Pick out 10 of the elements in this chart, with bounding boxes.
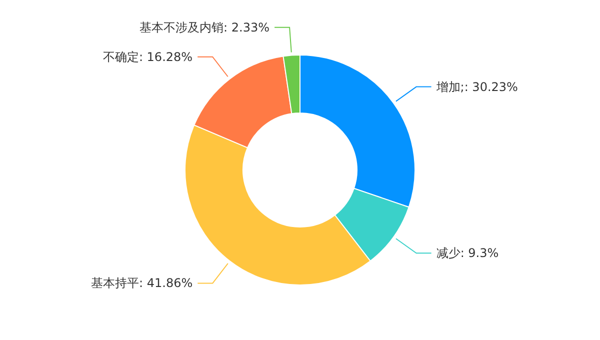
data-label: : 41.86%	[139, 276, 193, 290]
data-label: : 2.33%	[224, 20, 270, 34]
slice-label: 基本持平	[91, 276, 140, 290]
slice-label: 基本不涉及内销	[140, 20, 224, 34]
slice-label: 减少	[436, 246, 460, 260]
data-label: : 16.28%	[138, 50, 193, 64]
data-label: ;: 30.23%	[460, 80, 518, 94]
data-label: : 9.3%	[460, 246, 499, 260]
slice-label: 不确定	[102, 50, 139, 64]
slice-label: 增加	[435, 80, 460, 94]
